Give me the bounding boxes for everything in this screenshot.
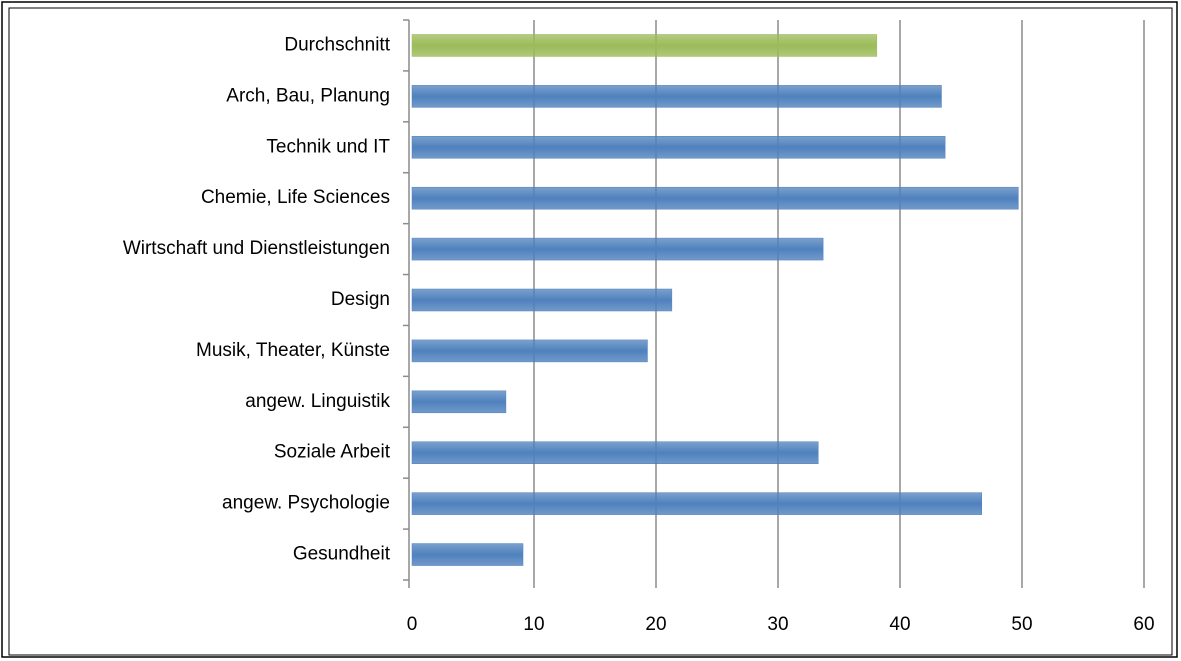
y-tick-label: Design <box>331 289 390 310</box>
bar <box>411 390 507 414</box>
y-tick-label: Technik und IT <box>266 136 390 157</box>
x-tick-label: 50 <box>1011 614 1032 635</box>
y-tick-label: Musik, Theater, Künste <box>196 340 390 361</box>
x-tick-label: 60 <box>1133 614 1154 635</box>
bar <box>411 34 878 57</box>
y-tick-label: angew. Psychologie <box>222 493 390 514</box>
x-tick-label: 20 <box>645 614 666 635</box>
bar <box>411 441 819 464</box>
y-tick-label: Durchschnitt <box>284 34 390 55</box>
x-tick-label: 10 <box>523 614 544 635</box>
x-tick-label: 30 <box>767 614 788 635</box>
bar <box>411 186 1019 210</box>
bar <box>411 543 524 566</box>
bar <box>411 339 648 363</box>
y-tick-label: Arch, Bau, Planung <box>226 85 390 106</box>
y-tick-label: angew. Linguistik <box>245 391 390 412</box>
y-tick-label: Gesundheit <box>293 544 391 565</box>
bar <box>411 136 946 159</box>
y-tick-label: Wirtschaft und Dienstleistungen <box>123 238 390 259</box>
bar <box>411 492 982 515</box>
y-tick-label: Soziale Arbeit <box>274 442 391 463</box>
bar <box>411 85 942 108</box>
y-tick-label: Chemie, Life Sciences <box>201 187 390 208</box>
x-tick-label: 0 <box>407 614 418 635</box>
x-tick-label: 40 <box>889 614 910 635</box>
bar <box>411 237 824 261</box>
chart-border <box>8 7 1173 656</box>
bar <box>411 288 673 312</box>
